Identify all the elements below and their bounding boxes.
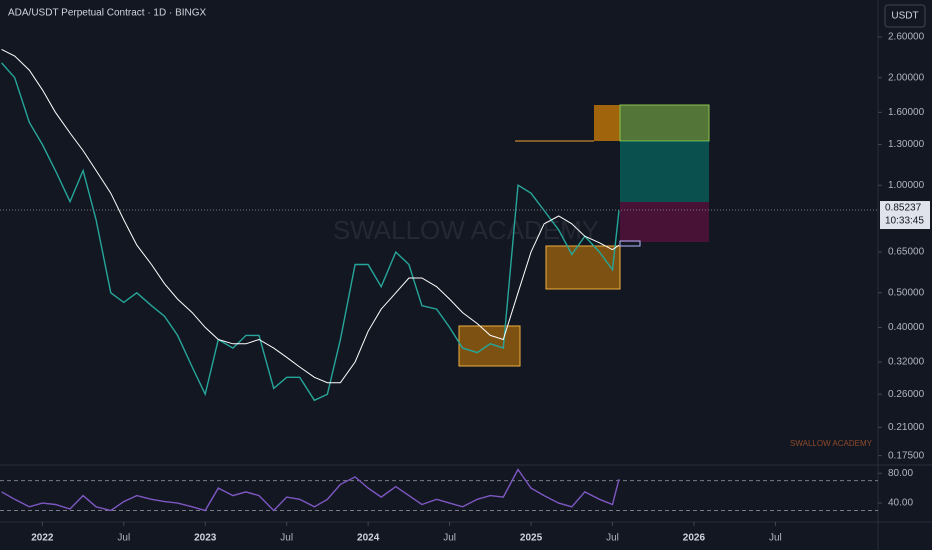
watermark: SWALLOW ACADEMY (333, 215, 599, 245)
x-tick-label: Jul (769, 533, 782, 544)
footer-mark: SWALLOW ACADEMY (790, 439, 873, 448)
x-tick-label: 2022 (31, 533, 54, 544)
y-tick-label: 1.60000 (888, 107, 925, 118)
loss-box (620, 202, 709, 242)
y-tick-label: 0.26000 (888, 389, 925, 400)
series-line (1, 468, 620, 512)
x-tick-label: Jul (606, 533, 619, 544)
entry-box (619, 240, 641, 247)
x-tick-label: Jul (280, 533, 293, 544)
zone-box (545, 245, 621, 290)
chart-title: ADA/USDT Perpetual Contract · 1D · BINGX (8, 8, 207, 19)
profit-box (620, 141, 709, 202)
x-tick-label: Jul (117, 533, 130, 544)
series-line (1, 62, 620, 402)
y-tick-label: 0.17500 (888, 450, 925, 461)
x-tick-label: 2023 (194, 533, 217, 544)
y-tick-label: 0.32000 (888, 357, 925, 368)
y-tick-label: 0.65000 (888, 247, 925, 258)
zone-box (458, 325, 521, 367)
target-box (619, 104, 710, 142)
countdown-label: 10:33:45 (885, 216, 924, 227)
y-tick-label: 40.00 (888, 498, 913, 509)
currency-button[interactable] (884, 4, 926, 28)
x-tick-label: Jul (443, 533, 456, 544)
series-line (1, 48, 620, 384)
y-tick-label: 0.21000 (888, 422, 925, 433)
y-tick-label: 2.60000 (888, 32, 925, 43)
y-tick-label: 0.50000 (888, 287, 925, 298)
y-tick-label: 80.00 (888, 468, 913, 479)
y-tick-label: 1.30000 (888, 139, 925, 150)
currency-label[interactable]: USDT (891, 11, 918, 22)
x-tick-label: 2024 (357, 533, 380, 544)
y-tick-label: 2.00000 (888, 72, 925, 83)
zone-box (594, 105, 620, 141)
y-tick-label: 0.40000 (888, 322, 925, 333)
last-price-label: 0.85237 (885, 203, 922, 214)
y-tick-label: 1.00000 (888, 180, 925, 191)
x-tick-label: 2026 (683, 533, 706, 544)
last-price-box (880, 201, 930, 230)
x-tick-label: 2025 (520, 533, 543, 544)
